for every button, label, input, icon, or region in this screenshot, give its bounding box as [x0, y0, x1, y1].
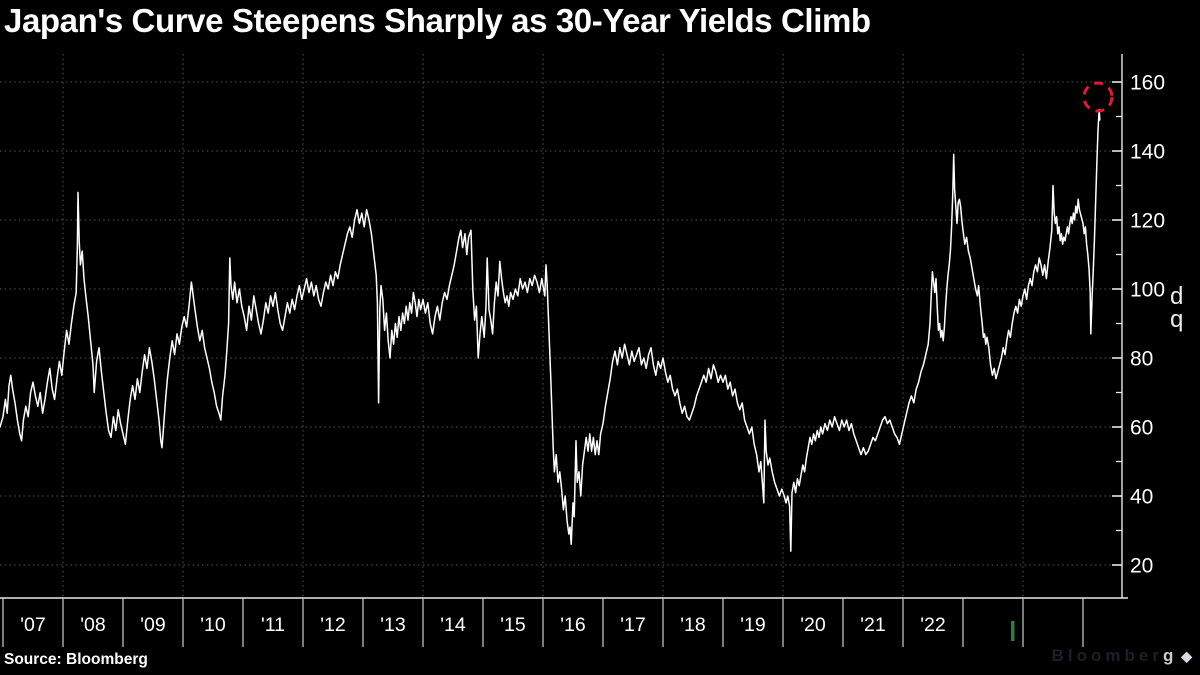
watermark-letter: b: [1124, 646, 1139, 665]
watermark-diamond-icon: ◆: [1177, 648, 1192, 664]
x-tick-label: '12: [320, 614, 345, 636]
y-tick-label: 80: [1130, 348, 1153, 371]
x-tick-label: '14: [440, 614, 466, 636]
y-tick-label: 20: [1130, 555, 1153, 578]
y-tick-label: 40: [1130, 486, 1153, 509]
watermark-letter: r: [1152, 646, 1163, 665]
x-tick-label: '07: [20, 614, 45, 636]
source-label: Source: Bloomberg: [4, 651, 148, 668]
x-tick-label: '08: [80, 614, 105, 636]
watermark-artifact: [1011, 621, 1015, 641]
y-tick-label: 160: [1130, 72, 1165, 95]
bloomberg-watermark: Bloomberg ◆: [1052, 646, 1192, 666]
y-tick-label: 60: [1130, 417, 1153, 440]
latest-point-annotation-circle: [1082, 81, 1114, 113]
x-tick-label: '13: [380, 614, 405, 636]
x-tick-label: '22: [920, 614, 945, 636]
watermark-letter: m: [1105, 646, 1125, 665]
x-tick-label: '10: [200, 614, 226, 636]
y-axis-unit-char: b: [1170, 307, 1184, 335]
x-tick-label: '21: [860, 614, 885, 636]
watermark-letter: g: [1162, 646, 1178, 665]
x-tick-label: '18: [680, 614, 705, 636]
data-line: [0, 108, 1101, 552]
x-tick-label: '09: [140, 614, 165, 636]
x-tick-label: '19: [740, 614, 765, 636]
watermark-letter: l: [1067, 646, 1077, 665]
x-tick-label: '15: [500, 614, 526, 636]
y-tick-label: 120: [1130, 210, 1165, 233]
chart-title: Japan's Curve Steepens Sharply as 30-Yea…: [4, 2, 871, 39]
x-tick-label: '16: [560, 614, 585, 636]
watermark-letter: B: [1051, 646, 1068, 665]
watermark-letter: e: [1138, 646, 1153, 665]
x-tick-label: '11: [261, 614, 285, 636]
x-tick-label: '17: [620, 614, 645, 636]
watermark-letter: o: [1076, 646, 1091, 665]
y-tick-label: 140: [1130, 141, 1165, 164]
x-tick-label: '20: [800, 614, 826, 636]
y-axis-unit-char: p: [1170, 284, 1184, 312]
watermark-letter: o: [1090, 646, 1106, 665]
y-tick-label: 100: [1130, 279, 1165, 302]
